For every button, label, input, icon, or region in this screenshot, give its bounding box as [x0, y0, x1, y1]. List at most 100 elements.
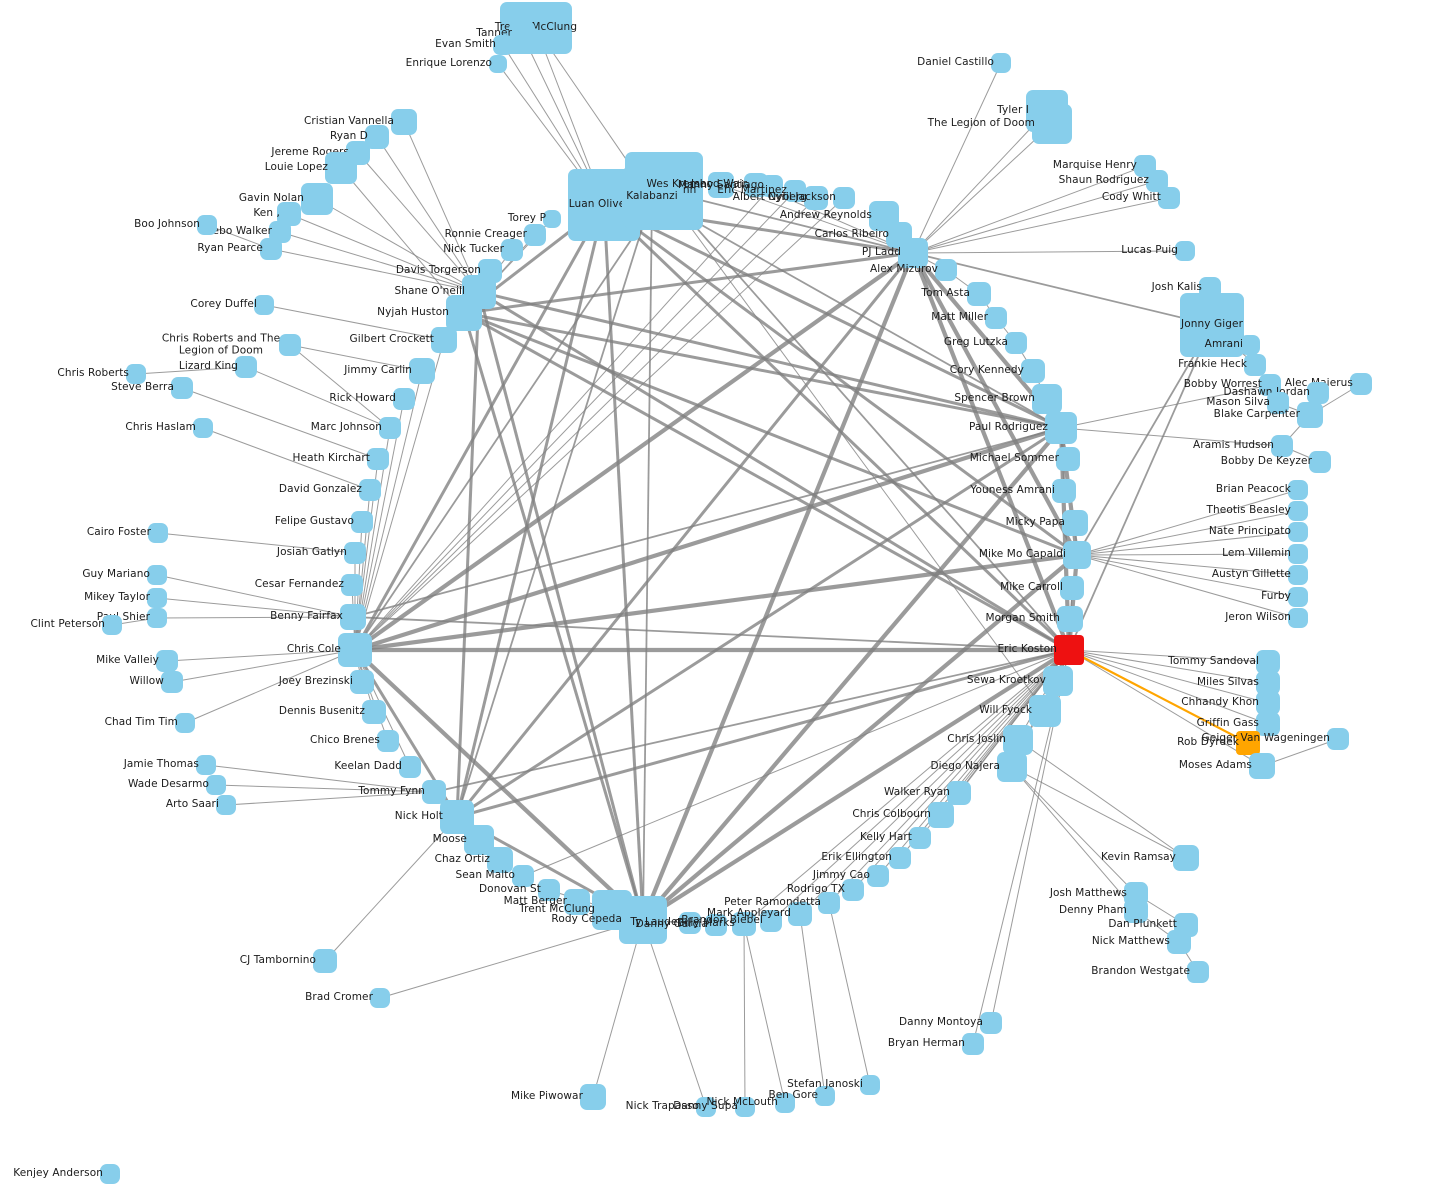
graph-node[interactable] [705, 914, 727, 936]
graph-node[interactable] [340, 604, 366, 630]
graph-node[interactable] [367, 448, 389, 470]
graph-node[interactable] [501, 239, 523, 261]
graph-node[interactable] [344, 542, 366, 564]
graph-node[interactable] [679, 912, 701, 934]
graph-node[interactable] [148, 523, 168, 543]
graph-node[interactable] [898, 238, 928, 268]
graph-node[interactable] [126, 364, 146, 384]
graph-node[interactable] [1029, 695, 1061, 727]
graph-node[interactable] [1124, 899, 1148, 923]
graph-node[interactable] [1032, 384, 1062, 414]
graph-node[interactable] [985, 307, 1007, 329]
graph-node[interactable] [359, 479, 381, 501]
graph-node[interactable] [833, 187, 855, 209]
graph-node[interactable] [991, 53, 1011, 73]
graph-node[interactable] [1288, 565, 1308, 585]
graph-node[interactable] [1288, 480, 1308, 500]
graph-node[interactable] [1259, 374, 1281, 396]
graph-node[interactable] [175, 713, 195, 733]
graph-node[interactable] [815, 1086, 835, 1106]
graph-node[interactable] [867, 865, 889, 887]
graph-node[interactable] [889, 847, 911, 869]
graph-node[interactable] [341, 574, 363, 596]
graph-node[interactable] [1045, 412, 1077, 444]
graph-node[interactable] [1267, 392, 1289, 414]
graph-node[interactable] [788, 902, 812, 926]
graph-node[interactable] [1297, 402, 1323, 428]
graph-node[interactable] [1054, 635, 1084, 665]
graph-node[interactable] [161, 671, 183, 693]
graph-node[interactable] [760, 910, 782, 932]
graph-node[interactable] [1173, 845, 1199, 871]
graph-node[interactable] [1167, 930, 1191, 954]
graph-node[interactable] [1060, 576, 1084, 600]
graph-node[interactable] [732, 912, 756, 936]
graph-node[interactable] [1063, 541, 1091, 569]
graph-node[interactable] [622, 167, 682, 227]
graph-node[interactable] [301, 183, 333, 215]
graph-node[interactable] [1256, 712, 1280, 736]
graph-node[interactable] [1146, 170, 1168, 192]
graph-node[interactable] [254, 295, 274, 315]
graph-node[interactable] [775, 1093, 795, 1113]
graph-node[interactable] [235, 356, 257, 378]
graph-node[interactable] [197, 215, 217, 235]
graph-node[interactable] [1056, 447, 1080, 471]
graph-node[interactable] [391, 109, 417, 135]
graph-node[interactable] [377, 730, 399, 752]
graph-node[interactable] [1307, 382, 1329, 404]
graph-node[interactable] [1288, 587, 1308, 607]
graph-node[interactable] [147, 608, 167, 628]
graph-node[interactable] [804, 186, 828, 210]
graph-node[interactable] [842, 879, 864, 901]
graph-node[interactable] [1052, 479, 1076, 503]
graph-node[interactable] [1288, 501, 1308, 521]
graph-node[interactable] [735, 1097, 755, 1117]
graph-node[interactable] [980, 1012, 1002, 1034]
graph-node[interactable] [487, 847, 513, 873]
graph-node[interactable] [193, 418, 213, 438]
graph-node[interactable] [784, 180, 806, 202]
graph-node[interactable] [216, 795, 236, 815]
graph-node[interactable] [489, 55, 507, 73]
graph-node[interactable] [524, 224, 546, 246]
graph-node[interactable] [962, 1033, 984, 1055]
graph-node[interactable] [967, 282, 991, 306]
graph-node[interactable] [909, 827, 931, 849]
graph-node[interactable] [325, 152, 357, 184]
graph-node[interactable] [269, 221, 291, 243]
graph-node[interactable] [1271, 435, 1293, 457]
graph-node[interactable] [997, 752, 1027, 782]
graph-node[interactable] [1288, 608, 1308, 628]
graph-node[interactable] [313, 949, 337, 973]
graph-node[interactable] [935, 259, 957, 281]
graph-node[interactable] [409, 358, 435, 384]
graph-node[interactable] [1180, 293, 1244, 357]
graph-node[interactable] [279, 334, 301, 356]
graph-node[interactable] [1187, 961, 1209, 983]
graph-node[interactable] [422, 780, 446, 804]
graph-node[interactable] [1240, 335, 1260, 355]
graph-node[interactable] [1021, 359, 1045, 383]
graph-node[interactable] [696, 1097, 716, 1117]
graph-node[interactable] [206, 775, 226, 795]
graph-node[interactable] [1032, 104, 1072, 144]
graph-node[interactable] [509, 21, 535, 47]
graph-node[interactable] [1288, 544, 1308, 564]
graph-node[interactable] [1043, 666, 1073, 696]
graph-node[interactable] [147, 588, 167, 608]
graph-node[interactable] [860, 1075, 880, 1095]
graph-node[interactable] [1249, 753, 1275, 779]
graph-node[interactable] [1244, 354, 1266, 376]
graph-node[interactable] [619, 896, 667, 944]
graph-node[interactable] [196, 755, 216, 775]
graph-node[interactable] [1175, 241, 1195, 261]
graph-node[interactable] [431, 327, 457, 353]
graph-node[interactable] [446, 295, 482, 331]
graph-node[interactable] [156, 650, 178, 672]
graph-node[interactable] [818, 892, 840, 914]
graph-node[interactable] [928, 802, 954, 828]
graph-node[interactable] [350, 670, 374, 694]
graph-node[interactable] [512, 865, 534, 887]
